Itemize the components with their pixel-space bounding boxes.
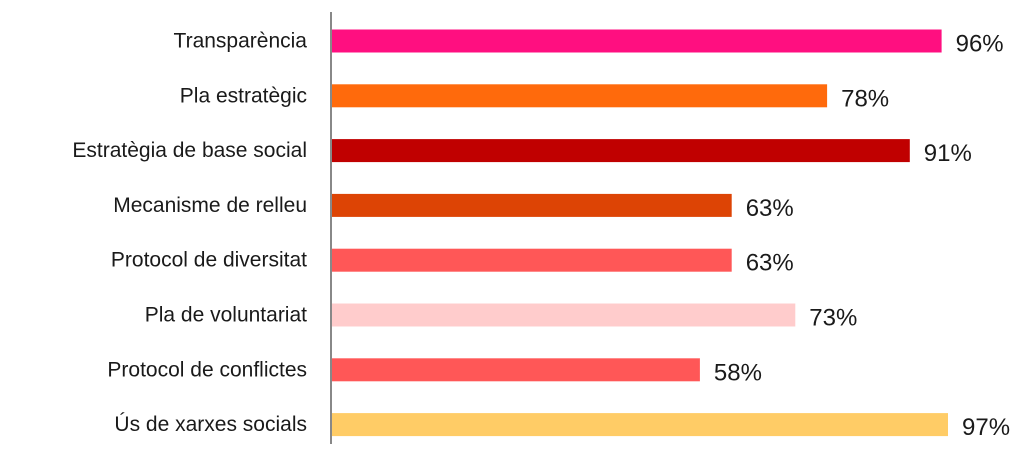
category-label-protocol-de-diversitat: Protocol de diversitat (111, 249, 307, 272)
bar-estrategia-de-base-social (331, 139, 910, 163)
value-label-protocol-de-diversitat: 63% (746, 250, 794, 277)
category-label-mecanisme-de-relleu: Mecanisme de relleu (113, 194, 307, 217)
category-label-transparencia: Transparència (174, 30, 308, 53)
value-labels-layer: 96% 78% 91% 63% 63% 73% 58% 97% (714, 31, 1010, 442)
bar-protocol-de-diversitat (331, 248, 732, 272)
bars-layer (331, 29, 948, 437)
bar-pla-de-voluntariat (331, 303, 796, 327)
category-label-us-de-xarxes-socials: Ús de xarxes socials (114, 413, 307, 436)
value-label-pla-de-voluntariat: 73% (809, 305, 857, 332)
category-label-pla-estrategic: Pla estratègic (180, 84, 307, 107)
bar-transparencia (331, 29, 942, 53)
value-label-pla-estrategic: 78% (841, 85, 889, 112)
category-label-protocol-de-conflictes: Protocol de conflictes (107, 358, 307, 381)
value-label-transparencia: 96% (956, 31, 1004, 58)
value-label-mecanisme-de-relleu: 63% (746, 195, 794, 222)
category-label-pla-de-voluntariat: Pla de voluntariat (145, 304, 307, 327)
category-labels-layer: Transparència Pla estratègic Estratègia de… (72, 30, 307, 437)
bar-mecanisme-de-relleu (331, 193, 732, 217)
value-label-us-de-xarxes-socials: 97% (962, 414, 1010, 441)
bar-protocol-de-conflictes (331, 358, 700, 382)
value-label-protocol-de-conflictes: 58% (714, 359, 762, 386)
bar-pla-estrategic (331, 84, 828, 108)
bar-us-de-xarxes-socials (331, 413, 948, 437)
value-label-estrategia-de-base-social: 91% (924, 140, 972, 167)
category-label-estrategia-de-base-social: Estratègia de base social (72, 139, 307, 162)
